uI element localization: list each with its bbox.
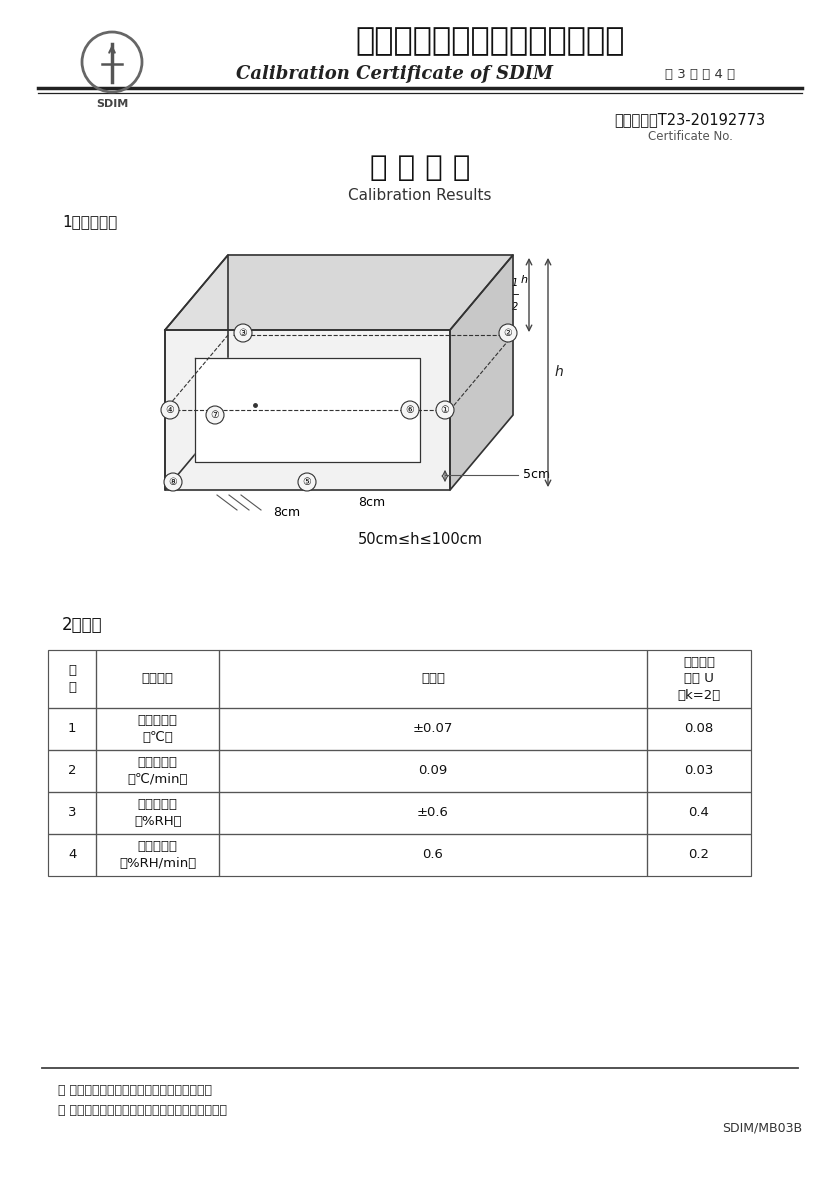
- Text: SDIM/MB03B: SDIM/MB03B: [722, 1121, 802, 1135]
- Text: ⑧: ⑧: [169, 478, 177, 487]
- Bar: [48, 792, 97, 834]
- Text: 4: 4: [68, 848, 76, 861]
- Text: 扩展不确
定度 U
（k=2）: 扩展不确 定度 U （k=2）: [677, 656, 721, 702]
- Circle shape: [164, 473, 182, 491]
- Bar: [48, 834, 97, 876]
- Bar: [48, 750, 97, 792]
- Text: 0.03: 0.03: [685, 765, 714, 777]
- Polygon shape: [450, 255, 513, 489]
- Bar: [219, 750, 647, 792]
- Polygon shape: [165, 255, 228, 489]
- Text: 山东省计量科学研究院校准证书: 山东省计量科学研究院校准证书: [355, 26, 625, 57]
- Bar: [97, 650, 219, 708]
- Text: SDIM: SDIM: [96, 99, 129, 109]
- Text: 50cm≤h≤100cm: 50cm≤h≤100cm: [358, 532, 482, 548]
- Bar: [647, 834, 751, 876]
- Text: 温度波动度
（℃）: 温度波动度 （℃）: [138, 714, 178, 744]
- Text: 0.08: 0.08: [685, 722, 714, 735]
- Text: ⑥: ⑥: [406, 405, 414, 415]
- Text: 1、布点图：: 1、布点图：: [62, 215, 118, 229]
- Text: 序
号: 序 号: [68, 664, 76, 694]
- Text: 2、数据: 2、数据: [62, 617, 102, 634]
- Circle shape: [298, 473, 316, 491]
- Text: 8cm: 8cm: [274, 506, 301, 518]
- Circle shape: [206, 406, 224, 424]
- Circle shape: [401, 402, 419, 419]
- Bar: [97, 708, 219, 750]
- Bar: [647, 750, 751, 792]
- Text: 8cm: 8cm: [359, 495, 386, 508]
- Bar: [219, 708, 647, 750]
- Text: ④: ④: [165, 405, 175, 415]
- Bar: [647, 708, 751, 750]
- Text: ②: ②: [504, 328, 512, 339]
- Text: 校准值: 校准值: [421, 672, 445, 685]
- Bar: [219, 792, 647, 834]
- Text: Calibration Certificate of SDIM: Calibration Certificate of SDIM: [237, 65, 554, 83]
- Polygon shape: [165, 330, 450, 489]
- Text: ⑦: ⑦: [211, 410, 219, 421]
- Text: ±0.6: ±0.6: [417, 807, 449, 820]
- Text: 3: 3: [68, 807, 76, 820]
- Circle shape: [161, 402, 179, 419]
- Text: 0.09: 0.09: [418, 765, 448, 777]
- Polygon shape: [165, 255, 513, 330]
- Text: 2: 2: [68, 765, 76, 777]
- Bar: [48, 650, 97, 708]
- Text: h: h: [521, 274, 528, 285]
- Text: 0.6: 0.6: [423, 848, 444, 861]
- Text: 1
─
2: 1 ─ 2: [512, 278, 518, 311]
- Text: 0.2: 0.2: [689, 848, 710, 861]
- Circle shape: [436, 402, 454, 419]
- Text: 湿度波动度
（%RH）: 湿度波动度 （%RH）: [134, 798, 181, 828]
- Text: h: h: [555, 365, 564, 379]
- Text: 0.4: 0.4: [689, 807, 710, 820]
- Text: 校 准 结 果: 校 准 结 果: [370, 154, 470, 182]
- Bar: [647, 650, 751, 708]
- Circle shape: [499, 324, 517, 342]
- Bar: [219, 650, 647, 708]
- Circle shape: [234, 324, 252, 342]
- Text: ⑤: ⑤: [302, 478, 312, 487]
- Bar: [647, 792, 751, 834]
- Text: 温度变化率
（℃/min）: 温度变化率 （℃/min）: [128, 757, 188, 785]
- Bar: [97, 834, 219, 876]
- Text: 5cm: 5cm: [523, 468, 550, 481]
- Text: 湿度变化率
（%RH/min）: 湿度变化率 （%RH/min）: [119, 840, 197, 870]
- Bar: [97, 792, 219, 834]
- Text: ①: ①: [441, 405, 449, 415]
- Bar: [97, 750, 219, 792]
- Text: ＊ 本证书的校准结果仅对所校准的计量器具有效。: ＊ 本证书的校准结果仅对所校准的计量器具有效。: [58, 1104, 227, 1117]
- Text: ＊ 未经本院书面批准，不得部分复印此证书。: ＊ 未经本院书面批准，不得部分复印此证书。: [58, 1083, 212, 1097]
- Text: ③: ③: [239, 328, 247, 339]
- Bar: [219, 834, 647, 876]
- Text: 第 3 页 共 4 页: 第 3 页 共 4 页: [665, 68, 735, 81]
- Text: 1: 1: [68, 722, 76, 735]
- Text: 校准项目: 校准项目: [142, 672, 174, 685]
- Text: ±0.07: ±0.07: [412, 722, 454, 735]
- Bar: [48, 708, 97, 750]
- Polygon shape: [195, 358, 420, 462]
- Text: Certificate No.: Certificate No.: [648, 129, 732, 143]
- Text: 证书编号：T23-20192773: 证书编号：T23-20192773: [614, 113, 765, 127]
- Text: Calibration Results: Calibration Results: [349, 188, 491, 202]
